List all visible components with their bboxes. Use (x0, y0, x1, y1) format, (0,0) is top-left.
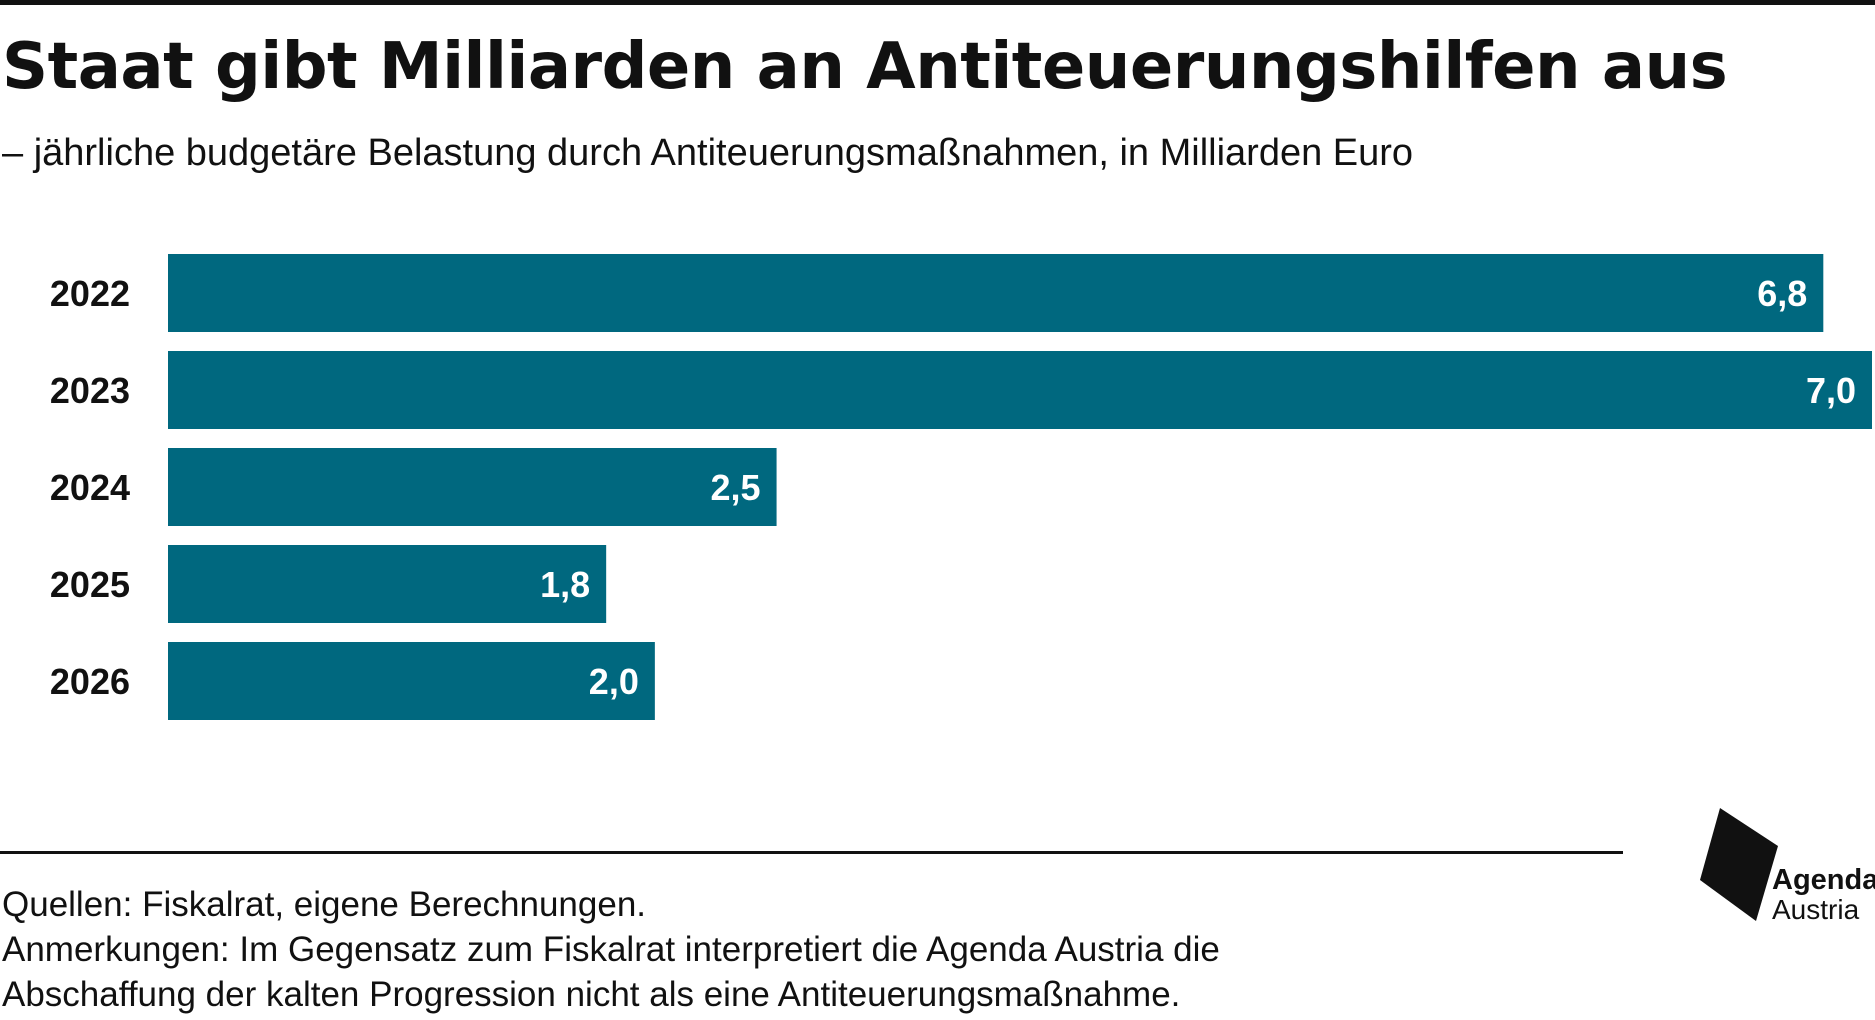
data-label: 6,8 (1757, 273, 1807, 314)
logo-text: Agenda Austria (1772, 864, 1875, 925)
data-label: 7,0 (1806, 370, 1856, 411)
data-label: 1,8 (540, 564, 590, 605)
category-label: 2025 (50, 564, 130, 605)
bottom-rule (0, 851, 1623, 854)
category-label: 2024 (50, 467, 130, 508)
bar-2023 (168, 351, 1872, 429)
chart-subtitle: – jährliche budgetäre Belastung durch An… (2, 132, 1414, 174)
bar-2022 (168, 254, 1824, 332)
category-label: 2026 (50, 661, 130, 702)
footer-notes-line2: Abschaffung der kalten Progression nicht… (2, 975, 1181, 1014)
footer-notes-line1: Anmerkungen: Im Gegensatz zum Fiskalrat … (2, 930, 1220, 969)
logo-line1: Agenda (1772, 864, 1875, 896)
category-label: 2022 (50, 273, 130, 314)
category-label: 2023 (50, 370, 130, 411)
footer: Quellen: Fiskalrat, eigene Berechnungen.… (2, 882, 1220, 1017)
data-label: 2,0 (589, 661, 639, 702)
logo-line2: Austria (1772, 894, 1860, 925)
footer-sources: Quellen: Fiskalrat, eigene Berechnungen. (2, 885, 647, 924)
bar-chart: 2022 6,8 2023 7,0 2024 2,5 2025 1,8 2026 2,0 (50, 254, 1872, 720)
bar-2026 (168, 642, 655, 720)
top-rule (0, 0, 1875, 5)
data-label: 2,5 (711, 467, 761, 508)
bar-2024 (168, 448, 777, 526)
bar-2025 (168, 545, 607, 623)
agenda-austria-logo-icon (1700, 808, 1778, 921)
chart-title: Staat gibt Milliarden an Antiteuerungshi… (2, 30, 1728, 104)
